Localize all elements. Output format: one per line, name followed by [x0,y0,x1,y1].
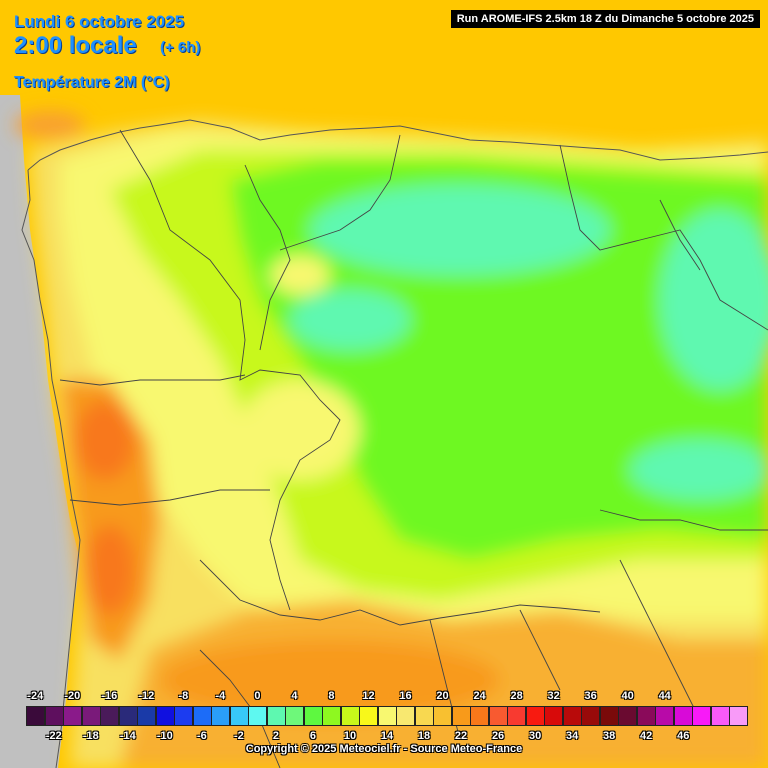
legend-tick-bottom: 42 [640,730,653,742]
legend-tick-top: 24 [473,690,486,702]
legend-swatch [470,706,490,726]
coast-hot-spot-north [75,400,135,480]
cool-patch-center [290,290,410,350]
variable-title: Température 2M (°C) [14,74,170,91]
legend-tick-top: 36 [584,690,597,702]
legend-swatch [507,706,527,726]
legend-tick-top: 44 [658,690,671,702]
legend-swatch [581,706,601,726]
legend-swatch [322,706,342,726]
legend-tick-top: 0 [254,690,261,702]
legend-swatch [285,706,305,726]
out-of-domain [0,95,80,768]
legend-swatch [636,706,656,726]
legend-swatch [562,706,582,726]
forecast-date: Lundi 6 octobre 2025 [14,12,185,31]
legend-swatch [414,706,434,726]
legend-tick-top: -20 [64,690,81,702]
legend-tick-top: 28 [510,690,523,702]
legend-swatch [525,706,545,726]
legend-swatch [155,706,175,726]
legend-swatch [359,706,379,726]
legend-swatch [433,706,453,726]
legend-tick-top: 40 [621,690,634,702]
legend-swatch [488,706,508,726]
legend-tick-bottom: 30 [528,730,542,742]
legend-swatch [118,706,138,726]
legend-tick-top: -8 [178,690,189,702]
legend-tick-top: -12 [138,690,155,702]
legend-swatch [729,706,749,726]
west-coastline [21,169,81,768]
legend-tick-top: 20 [436,690,449,702]
legend-tick-top: -16 [101,690,118,702]
legend-tick-bottom: -14 [119,730,136,742]
legend-swatch [303,706,323,726]
legend-tick-bottom: -22 [45,730,62,742]
legend-tick-top: -24 [27,690,44,702]
legend-tick-bottom: -18 [82,730,99,742]
legend-swatch [396,706,416,726]
legend-swatch [673,706,693,726]
legend-swatch [63,706,83,726]
legend-tick-top: 8 [328,690,335,702]
legend-tick-top: 16 [399,690,412,702]
legend-swatch [266,706,286,726]
legend-tick-bottom: 46 [677,730,690,742]
legend-swatch [44,706,64,726]
legend-swatch [81,706,101,726]
legend-tick-bottom: 34 [566,730,579,742]
borders [59,129,768,768]
run-label: Run AROME-IFS 2.5km 18 Z du Dimanche 5 o… [450,10,760,28]
legend-swatch [137,706,157,726]
legend-tick-top: 12 [362,690,375,702]
warm-hill-patch [270,255,330,295]
legend-swatch [377,706,397,726]
legend-swatch [544,706,564,726]
legend-swatch [211,706,231,726]
legend-tick-bottom: 10 [343,730,357,742]
legend-swatch [655,706,675,726]
forecast-time: 2:00 locale [14,32,137,59]
cool-patch-east [660,210,768,390]
cool-patch-north [310,185,610,275]
legend-swatch [599,706,619,726]
legend-tick-bottom: 38 [603,730,616,742]
legend-swatch [340,706,360,726]
legend-tick-bottom: 14 [380,730,394,742]
legend-swatch [26,706,45,726]
legend-tick-bottom: 6 [309,730,316,742]
north-coastline [27,119,768,171]
forecast-offset: (+ 6h) [160,39,201,56]
warm-interior-patch [240,380,360,480]
legend-swatch [710,706,730,726]
legend-swatch [692,706,712,726]
legend-tick-bottom: 22 [454,730,468,742]
legend-tick-top: 4 [291,690,298,702]
sea-warm-patch [15,111,85,139]
legend-tick-bottom: -6 [196,730,207,742]
legend-tick-bottom: -2 [234,730,244,742]
copyright: Copyright © 2025 Meteociel.fr - Source M… [245,743,523,755]
legend-tick-top: -4 [215,690,226,702]
cool-patch-southeast [630,440,768,500]
legend-swatch [248,706,268,726]
legend-tick-bottom: 18 [417,730,431,742]
legend-tick-bottom: 26 [491,730,505,742]
legend-swatch [192,706,212,726]
legend-swatch [618,706,638,726]
legend-swatch [174,706,194,726]
legend-tick-bottom: 2 [272,730,279,742]
legend-swatch [100,706,120,726]
legend-swatch [451,706,471,726]
legend-swatch [229,706,249,726]
legend-tick-bottom: -10 [156,730,173,742]
color-legend: Copyright © 2025 Meteociel.fr - Source M… [0,686,768,768]
legend-tick-top: 32 [547,690,560,702]
coast-hot-spot-south [85,525,135,615]
